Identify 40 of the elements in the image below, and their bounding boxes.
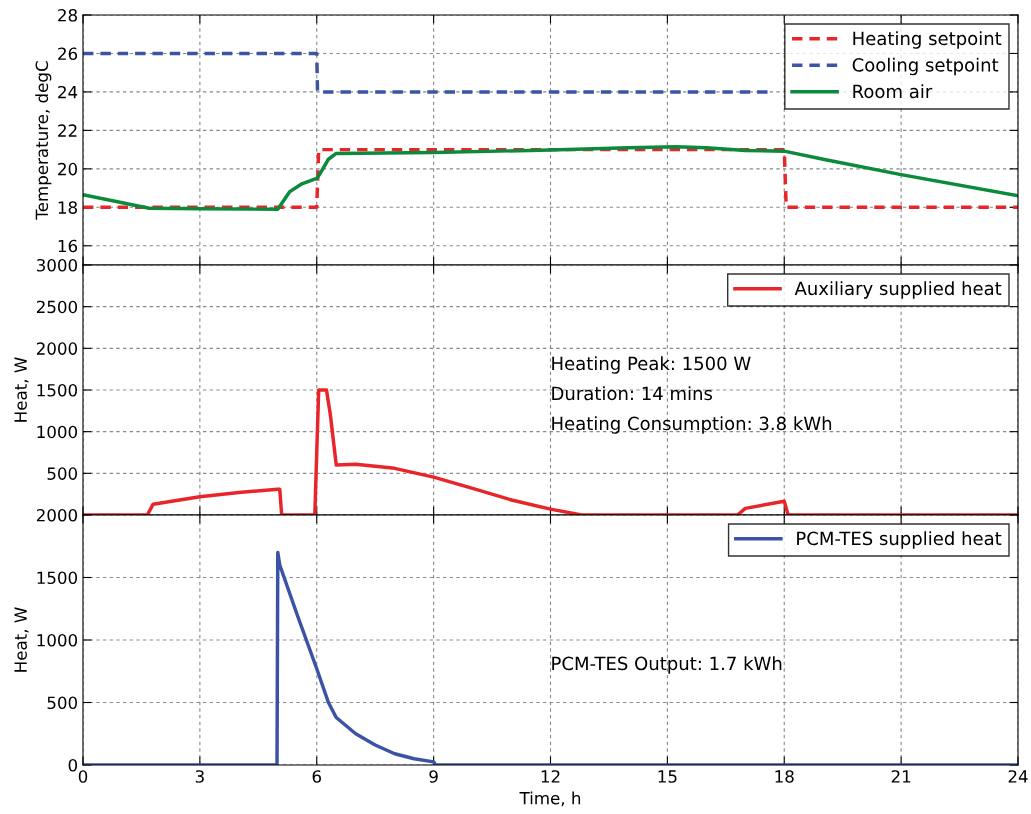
legend-label: Room air <box>853 84 933 99</box>
y-tick-label: 2500 <box>36 300 78 314</box>
x-tick-label: 18 <box>775 770 794 783</box>
y-tick-label: 1000 <box>37 425 78 439</box>
x-tick-label: 6 <box>312 770 321 783</box>
y-axis-title: Heat, W <box>14 607 29 672</box>
y-tick-label: 16 <box>58 239 78 253</box>
y-tick-label: 24 <box>58 85 78 99</box>
annotation: Heating Consumption: 3.8 kWh <box>552 416 832 434</box>
y-tick-label: 22 <box>58 124 77 137</box>
legend-label: Cooling setpoint <box>852 57 999 76</box>
y-tick-label: 18 <box>58 201 77 214</box>
y-tick-label: 3000 <box>36 258 78 272</box>
y-tick-label: 2000 <box>36 508 78 522</box>
y-tick-label: 1500 <box>37 383 78 397</box>
y-axis-title: Heat, W <box>14 357 29 422</box>
annotation: Duration: 14 mins <box>552 386 713 401</box>
x-tick-label: 9 <box>429 770 438 783</box>
legend-label: PCM-TES supplied heat <box>797 531 1002 549</box>
y-tick-label: 500 <box>47 467 78 480</box>
y-tick-label: 1000 <box>37 633 78 647</box>
y-axis-title: Temperature, degC <box>35 61 52 220</box>
x-tick-label: 24 <box>1008 770 1028 783</box>
y-tick-label: 28 <box>58 8 77 22</box>
y-tick-label: 500 <box>47 696 78 710</box>
annotation: Heating Peak: 1500 W <box>552 356 751 374</box>
x-axis-title: Time, h <box>519 791 581 807</box>
y-tick-label: 1500 <box>37 571 78 585</box>
x-tick-label: 12 <box>541 770 560 783</box>
x-tick-label: 15 <box>658 770 677 783</box>
legend-label: Auxiliary supplied heat <box>794 281 1002 299</box>
x-tick-label: 21 <box>891 770 911 783</box>
y-tick-label: 2000 <box>36 342 78 355</box>
legend-label: Heating setpoint <box>853 31 1002 49</box>
x-tick-label: 3 <box>195 770 204 783</box>
x-tick-label: 0 <box>78 770 88 783</box>
y-tick-label: 26 <box>58 47 78 61</box>
annotation: PCM-TES Output: 1.7 kWh <box>552 656 782 674</box>
y-tick-label: 20 <box>58 162 78 176</box>
y-tick-label: 0 <box>68 758 78 772</box>
